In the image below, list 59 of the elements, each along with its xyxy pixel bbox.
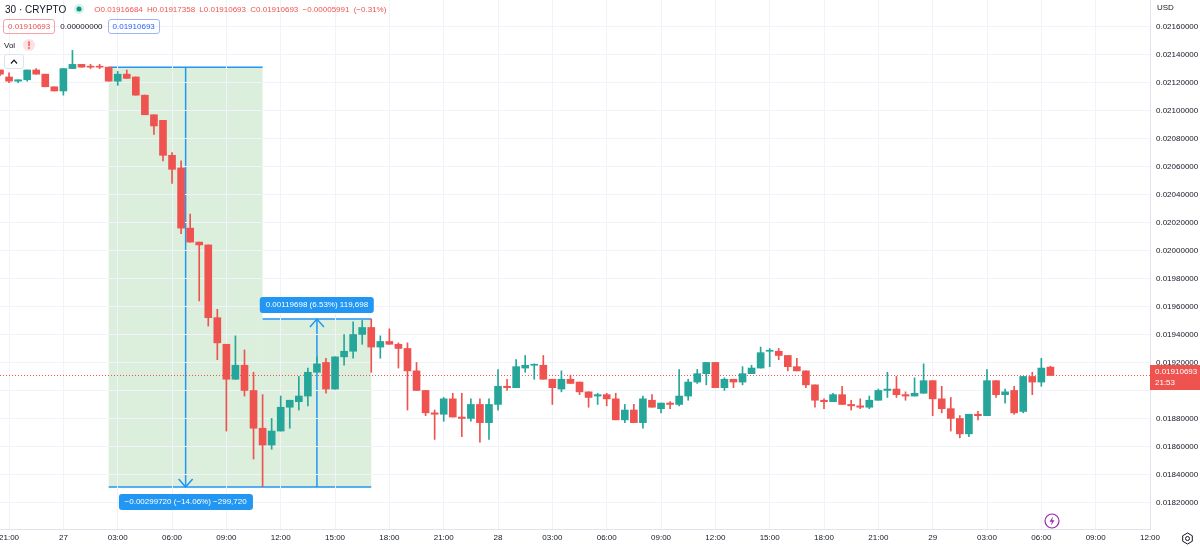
x-tick-label: 21:00 xyxy=(868,533,889,542)
x-tick-label: 21:00 xyxy=(433,533,455,542)
x-tick-label: 06:00 xyxy=(162,533,183,542)
annotation: 0.00000000 xyxy=(60,22,103,31)
candlestick xyxy=(856,398,865,409)
y-tick-label: 0.01960000 xyxy=(1156,301,1199,311)
y-tick-label: 0.01920000 xyxy=(1156,357,1199,367)
y-tick-label: 0.02020000 xyxy=(1156,217,1199,227)
y-tick-label: 0.02100000 xyxy=(1156,105,1199,115)
x-tick-label: 21:00 xyxy=(0,533,20,542)
annotation: Vol xyxy=(4,40,16,50)
x-tick-label: 09:00 xyxy=(1085,533,1107,542)
text: 21:53 xyxy=(1155,378,1176,388)
x-tick-label: 12:00 xyxy=(270,533,292,542)
x-tick-label: 15:00 xyxy=(325,533,346,542)
candlestick xyxy=(675,369,683,407)
x-tick-label: 28 xyxy=(493,533,504,542)
y-tick-label: 0.02160000 xyxy=(1156,21,1199,31)
x-tick-label: 18:00 xyxy=(379,533,400,542)
y-tick-label: 0.01820000 xyxy=(1156,497,1199,507)
y-tick-label: 0.02140000 xyxy=(1156,49,1199,59)
candlestick xyxy=(1001,388,1009,404)
text: O0.01916684 H0.01917358 L0.01910693 C0.01910693 −0.00005991 (−0.31%) xyxy=(94,4,387,14)
candlestick xyxy=(765,348,774,367)
y-tick-label: 0.02120000 xyxy=(1156,77,1199,87)
candlestick xyxy=(457,392,466,437)
x-tick-label: 27 xyxy=(58,533,69,542)
x-tick-label: 12:00 xyxy=(705,533,726,542)
x-tick-label: 15:00 xyxy=(759,533,781,542)
x-tick-label: 06:00 xyxy=(1031,533,1052,542)
y-tick-label: 0.01840000 xyxy=(1156,469,1199,479)
x-tick-label: 09:00 xyxy=(651,533,672,542)
y-tick-label: 0.02080000 xyxy=(1156,133,1199,143)
candlestick xyxy=(195,241,204,302)
y-axis-title: USD xyxy=(1157,3,1174,12)
x-tick-label: 03:00 xyxy=(107,533,129,542)
chart-title: 30 · CRYPTO xyxy=(5,3,67,15)
annotation: 0.01910693 xyxy=(112,22,155,31)
x-tick-label: 12:00 xyxy=(1139,533,1161,542)
annotation: 0.00119698 (6.53%) 119,698 xyxy=(265,300,369,310)
y-tick-label: 0.02060000 xyxy=(1156,161,1199,171)
x-tick-label: 06:00 xyxy=(596,533,618,542)
candlestick xyxy=(503,378,511,391)
y-tick-label: 0.02040000 xyxy=(1156,189,1199,199)
y-tick-label: 0.01980000 xyxy=(1156,273,1199,283)
x-tick-label: 18:00 xyxy=(814,533,835,542)
ref-line-label: 0.01910693 xyxy=(1155,367,1198,377)
y-tick-label: 0.01940000 xyxy=(1156,329,1199,339)
y-tick-label: 0.02000000 xyxy=(1156,245,1199,255)
candlestick xyxy=(666,401,674,409)
y-tick-label: 0.01880000 xyxy=(1156,413,1199,423)
candlestick xyxy=(974,411,982,421)
x-tick-label: 03:00 xyxy=(542,533,563,542)
x-tick-label: 03:00 xyxy=(976,533,998,542)
x-tick-label: 29 xyxy=(928,533,938,542)
y-tick-label: 0.01860000 xyxy=(1156,441,1199,451)
annotation: −0.00299720 (−14.06%) −299,720 xyxy=(124,497,247,507)
annotation: 0.01910693 xyxy=(8,22,51,31)
x-tick-label: 09:00 xyxy=(216,533,237,542)
